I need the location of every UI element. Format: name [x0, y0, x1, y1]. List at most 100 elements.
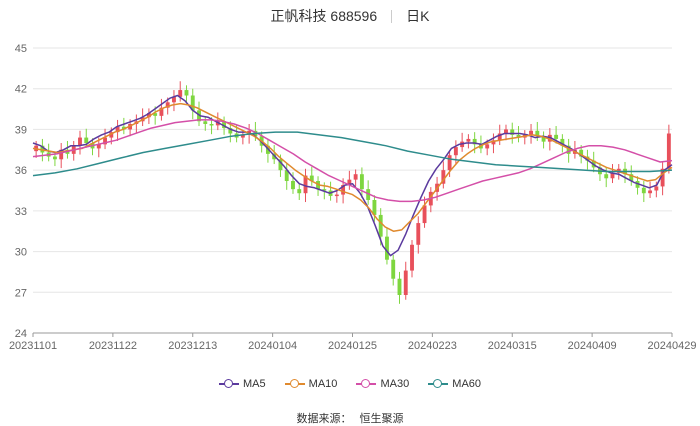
candle-body — [516, 134, 521, 138]
candle-body — [190, 95, 195, 111]
candle-body — [341, 185, 346, 195]
candle-body — [416, 223, 421, 245]
candle-body — [666, 133, 671, 169]
candle-body — [278, 159, 283, 171]
candle-body — [535, 130, 540, 137]
legend-marker-ma60 — [428, 379, 449, 389]
source-name: 恒生聚源 — [359, 413, 404, 425]
candle-body — [115, 126, 120, 133]
legend-marker-ma5 — [218, 379, 239, 389]
legend-marker-ma10 — [284, 379, 305, 389]
candle-body — [172, 96, 176, 103]
candle-body — [648, 190, 653, 194]
candle-body — [159, 107, 164, 116]
y-tick-label: 27 — [15, 287, 27, 299]
candle-body — [378, 214, 383, 237]
candle-body — [472, 138, 477, 145]
candle-body — [397, 278, 402, 295]
candle-body — [165, 102, 170, 108]
source-label: 数据来源： — [296, 413, 352, 425]
chart-legend: MA5 MA10 MA30 MA60 — [0, 378, 700, 390]
candle-body — [504, 129, 508, 134]
legend-item-ma10[interactable]: MA10 — [284, 378, 338, 390]
candle-body — [554, 134, 559, 139]
legend-label-ma30: MA30 — [380, 378, 410, 390]
candle-body — [422, 205, 427, 224]
title-divider — [391, 10, 393, 23]
candle-body — [334, 194, 339, 197]
y-tick-label: 30 — [15, 247, 27, 259]
stock-title: 正帆科技 688596 — [270, 8, 378, 24]
x-tick-label: 20240315 — [488, 340, 537, 352]
x-tick-label: 20231101 — [9, 340, 57, 352]
candle-body — [566, 145, 571, 154]
candle-body — [372, 200, 377, 215]
legend-item-ma5[interactable]: MA5 — [218, 378, 266, 390]
candle-body — [209, 124, 214, 126]
candle-body — [40, 145, 45, 153]
candle-body — [466, 138, 471, 142]
x-tick-label: 20231122 — [89, 340, 137, 352]
candle-body — [222, 121, 227, 129]
candle-body — [297, 189, 302, 194]
candle-body — [541, 136, 546, 142]
candle-body — [303, 175, 308, 194]
x-tick-label: 20231213 — [168, 340, 217, 352]
x-tick-label: 20240125 — [328, 340, 377, 352]
candle-body — [96, 144, 101, 149]
candle-body — [610, 172, 615, 179]
legend-label-ma10: MA10 — [308, 378, 338, 390]
candle-body — [391, 259, 396, 279]
legend-label-ma60: MA60 — [452, 378, 482, 390]
candlestick-chart: 24 27 30 33 36 39 42 45 20231101 20231122 20231213… — [9, 43, 697, 352]
candle-body — [197, 110, 201, 122]
ma-line-ma10 — [32, 102, 673, 232]
candle-body — [121, 126, 126, 130]
candle-body — [447, 155, 452, 171]
candle-body — [485, 144, 490, 149]
candle-body — [178, 90, 183, 97]
legend-item-ma30[interactable]: MA30 — [356, 378, 409, 390]
candle-body — [184, 90, 189, 96]
candle-body — [641, 187, 646, 194]
candle-body — [654, 186, 659, 191]
candle-body — [309, 175, 314, 181]
candle-body — [291, 181, 295, 190]
ma-line-ma30 — [32, 119, 673, 203]
candle-body — [660, 168, 665, 187]
y-tick-label: 24 — [15, 328, 27, 340]
candle-body — [441, 170, 446, 184]
candle-body — [84, 137, 89, 143]
candle-body — [560, 138, 565, 146]
y-tick-label: 42 — [15, 84, 27, 96]
legend-item-ma60[interactable]: MA60 — [428, 378, 481, 390]
ma-line-ma60 — [32, 131, 673, 177]
candle-body — [109, 132, 114, 138]
candle-body — [410, 244, 414, 271]
candle-body — [366, 189, 371, 200]
candle-body — [78, 137, 82, 146]
candle-body — [385, 236, 389, 260]
candle-body — [579, 149, 584, 157]
candle-body — [497, 133, 502, 141]
y-tick-label: 36 — [15, 165, 27, 177]
candle-body — [284, 170, 289, 181]
legend-marker-ma30 — [356, 379, 377, 389]
x-tick-label: 20240429 — [648, 340, 697, 352]
candle-body — [453, 147, 458, 156]
x-tick-label: 20240104 — [248, 340, 297, 352]
candle-body — [491, 140, 496, 145]
candle-body — [103, 137, 107, 145]
candle-body — [228, 128, 233, 134]
candle-body — [359, 174, 364, 190]
data-source: 数据来源： 恒生聚源 — [0, 410, 700, 426]
y-tick-label: 39 — [15, 124, 27, 136]
candle-body — [403, 270, 408, 295]
chart-title: 正帆科技 688596 日K — [0, 6, 700, 26]
y-tick-label: 33 — [15, 206, 27, 218]
candle-body — [52, 156, 57, 160]
candle-body — [59, 149, 64, 160]
candle-body — [240, 134, 245, 138]
candle-body — [347, 179, 352, 186]
candle-body — [153, 113, 158, 116]
